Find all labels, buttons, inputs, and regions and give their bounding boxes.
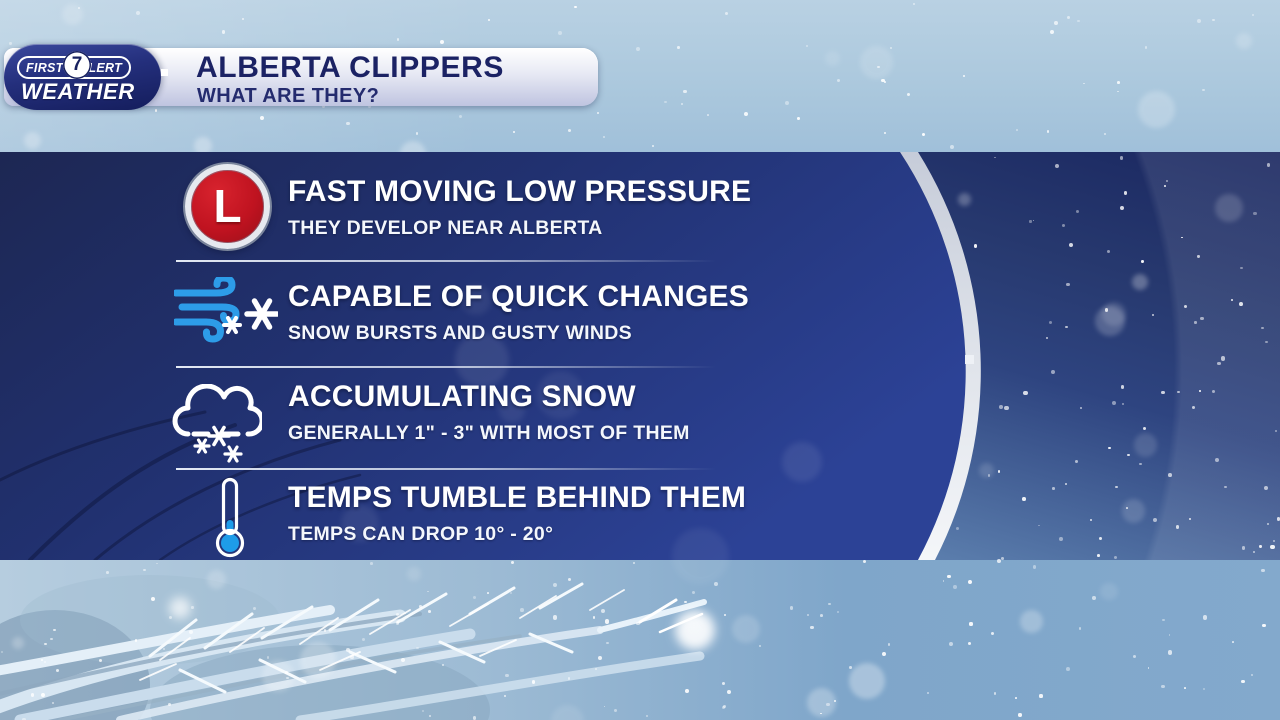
item-subtitle: GENERALLY 1" - 3" WITH MOST OF THEM <box>288 422 690 444</box>
snow-cloud-icon <box>172 383 265 469</box>
thermometer-icon <box>212 477 248 566</box>
info-row: ACCUMULATING SNOW GENERALLY 1" - 3" WITH… <box>288 380 690 445</box>
row-divider <box>176 260 716 262</box>
logo-weather-label: WEATHER <box>21 79 135 104</box>
item-subtitle: SNOW BURSTS AND GUSTY WINDS <box>288 322 632 344</box>
item-title: ACCUMULATING SNOW <box>288 380 636 413</box>
item-subtitle: TEMPS CAN DROP 10° - 20° <box>288 523 554 545</box>
wind-snow-icon <box>172 274 280 348</box>
info-row: TEMPS TUMBLE BEHIND THEM TEMPS CAN DROP … <box>288 481 747 546</box>
item-title: CAPABLE OF QUICK CHANGES <box>288 280 749 313</box>
logo-first-label: FIRST <box>26 60 64 75</box>
curved-edge-band <box>900 152 981 560</box>
icy-branches-photo <box>0 560 1280 720</box>
square-accent <box>965 355 974 364</box>
info-row: FAST MOVING LOW PRESSURE THEY DEVELOP NE… <box>288 175 752 240</box>
item-subtitle: THEY DEVELOP NEAR ALBERTA <box>288 217 603 239</box>
item-title: FAST MOVING LOW PRESSURE <box>288 175 752 208</box>
row-divider <box>176 366 716 368</box>
channel-7-icon: 7 <box>63 51 91 79</box>
info-row: CAPABLE OF QUICK CHANGES SNOW BURSTS AND… <box>288 280 749 345</box>
branch-silhouettes <box>0 410 362 560</box>
icy-branches-illustration <box>0 575 715 720</box>
page-title: ALBERTA CLIPPERS <box>196 51 504 84</box>
first-alert-weather-logo: FIRST ALERT 7 WEATHER <box>4 44 161 110</box>
panel-shape <box>0 152 966 560</box>
item-title: TEMPS TUMBLE BEHIND THEM <box>288 481 747 514</box>
page-subtitle: WHAT ARE THEY? <box>197 85 380 107</box>
low-pressure-icon: L <box>185 164 270 249</box>
logo-square-accent <box>161 69 168 76</box>
low-pressure-letter: L <box>213 179 242 232</box>
row-divider <box>176 468 716 470</box>
